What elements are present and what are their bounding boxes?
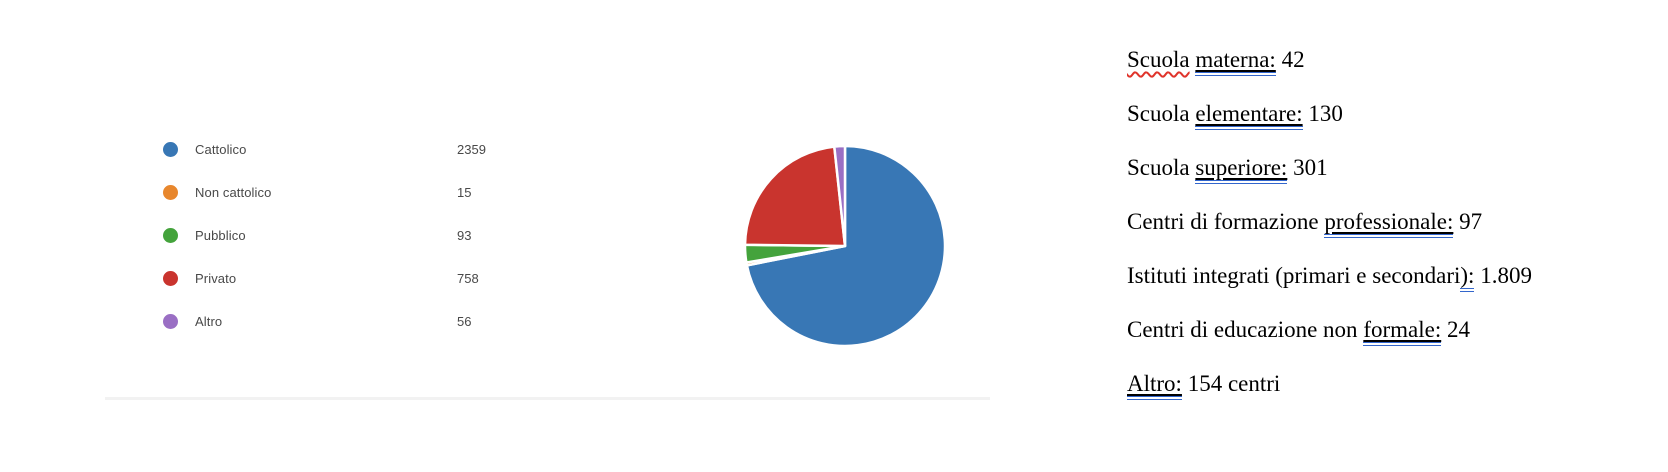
legend-color-dot-icon	[163, 271, 178, 286]
legend-item: Non cattolico 15	[163, 171, 543, 214]
note-text: 42	[1275, 47, 1305, 72]
legend-value: 758	[457, 271, 479, 286]
legend-value: 2359	[457, 142, 486, 157]
note-text: Centri di formazione	[1127, 209, 1325, 234]
pie-slice-privato	[743, 145, 847, 248]
spellcheck-marked-word: Scuola	[1127, 47, 1190, 72]
note-text: 154 centri	[1181, 371, 1281, 396]
legend-color-dot-icon	[163, 185, 178, 200]
note-line: Scuola superiore: 301	[1127, 141, 1532, 195]
legend-item: Altro 56	[163, 300, 543, 343]
note-text: Istituti integrati (primari e secondari	[1127, 263, 1461, 288]
legend-color-dot-icon	[163, 228, 178, 243]
legend-label: Cattolico	[195, 142, 247, 157]
note-line: Centri di educazione non formale: 24	[1127, 303, 1532, 357]
note-text: 24	[1441, 317, 1470, 342]
legend-color-dot-icon	[163, 314, 178, 329]
underlined-grammar-marked-word: professionale:	[1324, 209, 1454, 238]
note-line: Istituti integrati (primari e secondari)…	[1127, 249, 1532, 303]
legend-item: Privato 758	[163, 257, 543, 300]
legend-value: 15	[457, 185, 472, 200]
note-text: 1.809	[1474, 263, 1532, 288]
legend-value: 93	[457, 228, 472, 243]
school-statistics-text: Scuola materna: 42 Scuola elementare: 130…	[1127, 33, 1532, 411]
underlined-grammar-marked-word: materna:	[1195, 47, 1276, 76]
legend-color-dot-icon	[163, 142, 178, 157]
pie-chart	[741, 142, 949, 350]
underlined-grammar-marked-word: Altro:	[1127, 371, 1182, 400]
legend-item: Pubblico 93	[163, 214, 543, 257]
legend-item: Cattolico 2359	[163, 128, 543, 171]
legend-value: 56	[457, 314, 472, 329]
pie-legend: Cattolico 2359 Non cattolico 15 Pubblico 93 Pr…	[163, 128, 543, 343]
underlined-grammar-marked-word: elementare:	[1195, 101, 1303, 130]
note-text: Scuola	[1127, 101, 1196, 126]
underlined-grammar-marked-word: superiore:	[1195, 155, 1288, 184]
grammar-marked-text: ):	[1460, 263, 1475, 292]
legend-label: Altro	[195, 314, 223, 329]
pie-chart-svg	[743, 144, 947, 348]
pie-slice-altro	[833, 144, 847, 248]
note-line: Scuola elementare: 130	[1127, 87, 1532, 141]
legend-label: Pubblico	[195, 228, 246, 243]
note-text: 301	[1287, 155, 1328, 180]
note-line: Altro: 154 centri	[1127, 357, 1532, 411]
note-text: Scuola	[1127, 155, 1196, 180]
legend-label: Privato	[195, 271, 237, 286]
note-text: 130	[1302, 101, 1343, 126]
legend-label: Non cattolico	[195, 185, 272, 200]
note-text: 97	[1453, 209, 1483, 234]
underlined-grammar-marked-word: formale:	[1363, 317, 1442, 346]
note-line: Centri di formazione professionale: 97	[1127, 195, 1532, 249]
note-text: Centri di educazione non	[1127, 317, 1364, 342]
note-line: Scuola materna: 42	[1127, 33, 1532, 87]
